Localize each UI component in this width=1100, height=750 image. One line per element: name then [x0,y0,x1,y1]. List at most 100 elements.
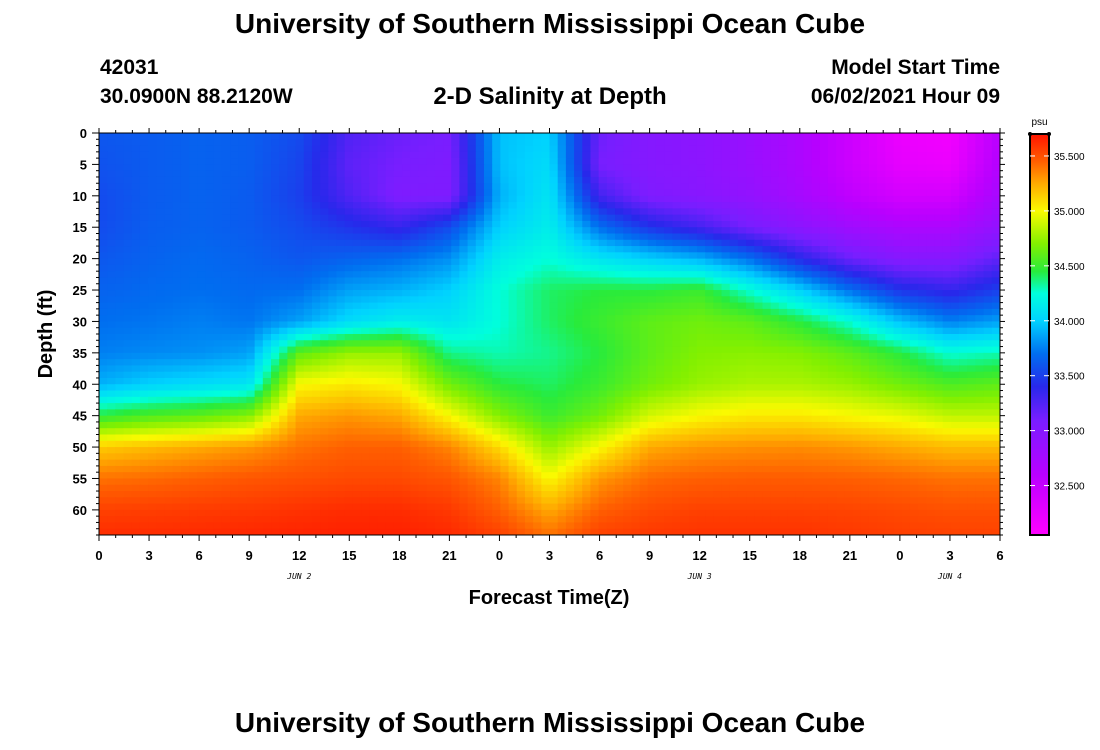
heatmap-cell [762,290,772,297]
heatmap-cell [311,384,321,392]
heatmap-cell [164,271,174,279]
heatmap-cell [254,346,264,354]
heatmap-cell [655,189,665,197]
heatmap-cell [803,359,813,367]
heatmap-cell [180,409,190,417]
heatmap-cell [574,296,583,304]
heatmap-cell [754,315,764,323]
heatmap-cell [393,365,403,373]
heatmap-cell [926,346,936,354]
heatmap-cell [590,151,600,159]
heatmap-cell [664,308,673,316]
heatmap-cell [123,233,133,241]
heatmap-cell [508,233,518,241]
heatmap-cell [451,352,460,360]
heatmap-cell [443,151,452,159]
heatmap-cell [975,214,985,222]
heatmap-cell [189,271,198,279]
heatmap-cell [795,334,805,341]
heatmap-cell [860,403,870,410]
heatmap-cell [328,239,338,247]
heatmap-cell [205,164,215,172]
heatmap-cell [795,176,805,184]
heatmap-cell [361,233,370,241]
heatmap-cell [377,308,387,316]
heatmap-cell [696,359,706,367]
heatmap-cell [172,133,182,140]
heatmap-cell [303,239,313,247]
heatmap-cell [451,227,460,235]
heatmap-cell [287,183,297,191]
heatmap-cell [410,359,420,367]
heatmap-cell [115,133,125,140]
heatmap-cell [164,352,174,360]
heatmap-cell [344,290,354,297]
heatmap-cell [721,277,731,285]
heatmap-cell [647,133,657,140]
heatmap-cell [328,183,338,191]
heatmap-cell [836,390,845,398]
heatmap-cell [762,227,772,235]
heatmap-cell [729,252,739,260]
heatmap-cell [246,264,256,272]
heatmap-cell [426,384,436,392]
heatmap-cell [180,233,190,241]
heatmap-cell [459,277,469,285]
heatmap-cell [787,246,796,253]
heatmap-cell [787,315,796,323]
heatmap-cell [533,308,542,316]
heatmap-cell [868,164,878,172]
heatmap-cell [99,189,108,197]
heatmap-cell [402,246,411,253]
heatmap-cell [369,208,379,216]
heatmap-cell [254,365,264,373]
heatmap-cell [541,359,551,367]
heatmap-cell [320,176,329,184]
heatmap-cell [262,283,272,291]
heatmap-cell [615,384,624,392]
heatmap-cell [844,202,854,209]
heatmap-cell [582,139,592,147]
heatmap-cell [647,227,657,235]
heatmap-cell [696,290,706,297]
heatmap-cell [565,183,575,191]
heatmap-cell [795,195,805,203]
heatmap-cell [508,296,518,304]
heatmap-cell [975,340,985,348]
heatmap-cell [254,233,264,241]
heatmap-cell [230,359,239,367]
heatmap-cell [385,170,395,178]
heatmap-cell [311,264,321,272]
heatmap-cell [934,296,944,304]
heatmap-cell [361,189,370,197]
heatmap-cell [991,315,1000,323]
heatmap-cell [262,246,272,253]
heatmap-cell [418,365,428,373]
heatmap-cell [377,202,387,209]
heatmap-cell [557,390,567,398]
heatmap-cell [271,396,280,404]
heatmap-cell [156,208,166,216]
heatmap-cell [655,290,665,297]
heatmap-cell [377,271,387,279]
heatmap-cell [615,158,624,166]
heatmap-cell [877,390,886,398]
heatmap-cell [606,233,616,241]
heatmap-cell [827,176,837,184]
heatmap-cell [213,252,223,260]
heatmap-cell [983,164,993,172]
heatmap-cell [852,377,862,385]
heatmap-cell [582,308,592,316]
heatmap-cell [205,176,215,184]
heatmap-cell [279,271,288,279]
heatmap-cell [606,145,616,153]
heatmap-cell [729,271,739,279]
heatmap-cell [901,308,911,316]
heatmap-cell [344,315,354,323]
heatmap-cell [320,214,329,222]
heatmap-cell [590,189,600,197]
heatmap-cell [311,220,321,228]
heatmap-cell [868,290,878,297]
heatmap-cell [868,283,878,291]
heatmap-cell [852,359,862,367]
